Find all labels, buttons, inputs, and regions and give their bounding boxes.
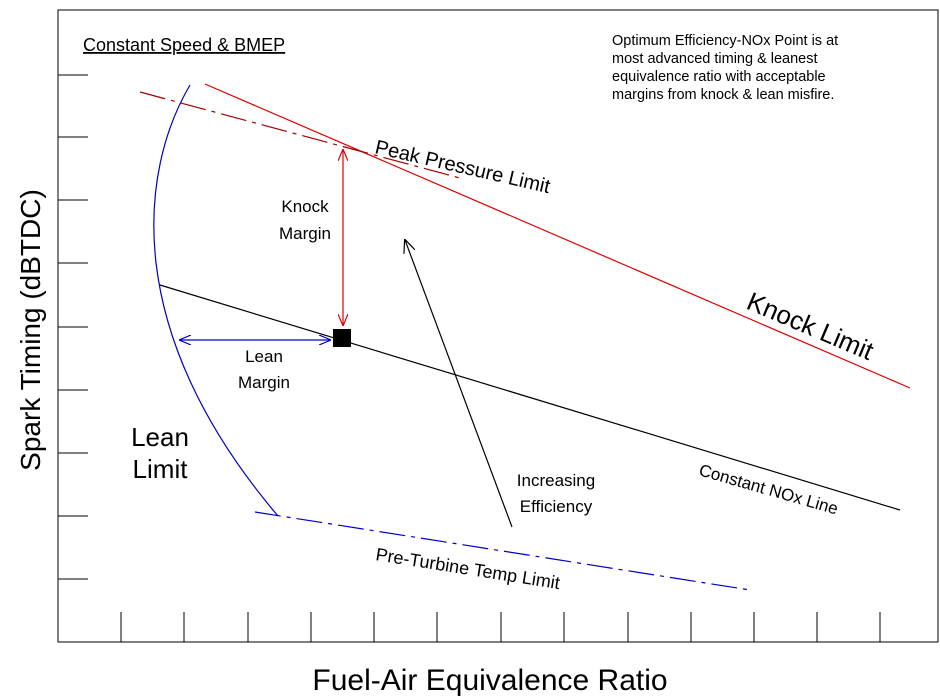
- note: Optimum Efficiency-NOx Point is at most …: [612, 33, 838, 103]
- lean-limit-label: Limit: [133, 454, 189, 484]
- plot-frame: [57, 9, 939, 643]
- nox-line-label: Constant NOx Line: [697, 461, 840, 519]
- efficiency-arrow: [405, 240, 513, 528]
- x-axis-label: Fuel-Air Equivalence Ratio: [312, 664, 667, 697]
- note-line: equivalence ratio with acceptable: [612, 69, 826, 85]
- note-line: most advanced timing & leanest: [612, 51, 818, 67]
- title: Constant Speed & BMEP: [83, 35, 285, 55]
- peak-pressure-label: Peak Pressure Limit: [373, 136, 553, 198]
- constant-nox-line: [159, 284, 901, 511]
- knock-limit-label: Knock Limit: [743, 286, 879, 366]
- knock-margin-label: Knock: [281, 197, 329, 216]
- lean-limit-curve: [153, 84, 279, 517]
- knock-limit-line: [204, 83, 911, 389]
- note-line: margins from knock & lean misfire.: [612, 87, 834, 103]
- efficiency-label: Efficiency: [520, 497, 593, 516]
- lean-margin-label: Lean: [245, 347, 283, 366]
- knock-margin-label: Margin: [279, 224, 331, 243]
- x-ticks: [120, 612, 881, 642]
- y-ticks: [58, 74, 88, 580]
- peak-pressure-line: [139, 91, 461, 179]
- y-axis-label: Spark Timing (dBTDC): [15, 189, 46, 471]
- lean-margin-label: Margin: [238, 373, 290, 392]
- pre-turbine-label: Pre-Turbine Temp Limit: [374, 544, 561, 593]
- efficiency-label: Increasing: [517, 471, 595, 490]
- optimum-point: [333, 329, 351, 347]
- note-line: Optimum Efficiency-NOx Point is at: [612, 33, 838, 49]
- lean-limit-label: Lean: [131, 422, 189, 452]
